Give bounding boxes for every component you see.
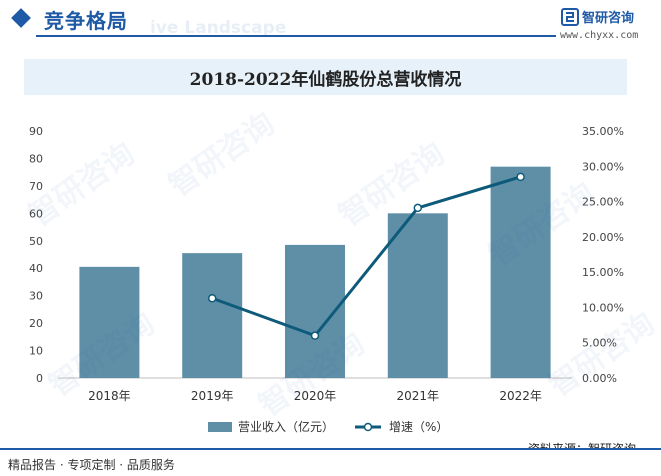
y-right-tick-label: 30.00% bbox=[582, 160, 624, 173]
brand-url: www.chyxx.com bbox=[560, 30, 639, 41]
header: 竞争格局 智研咨询 www.chyxx.com bbox=[0, 0, 661, 44]
legend-line-marker bbox=[363, 422, 373, 432]
legend-line-label: 增速（%） bbox=[389, 420, 448, 434]
y-right-tick-label: 0.00% bbox=[582, 372, 617, 385]
x-tick-label: 2019年 bbox=[191, 389, 234, 403]
x-tick-label: 2020年 bbox=[294, 389, 337, 403]
y-left-tick-label: 80 bbox=[29, 152, 43, 165]
y-left-tick-label: 70 bbox=[29, 180, 43, 193]
y-left-tick-label: 40 bbox=[29, 262, 43, 275]
bar-2018年 bbox=[79, 266, 140, 378]
bar-2021年 bbox=[387, 213, 448, 378]
y-left-tick-label: 0 bbox=[36, 372, 43, 385]
chart-title: 2018-2022年仙鹤股份总营收情况 bbox=[189, 69, 462, 90]
bar-2019年 bbox=[182, 253, 243, 378]
y-left-tick-label: 20 bbox=[29, 317, 43, 330]
growth-point-2022年 bbox=[516, 172, 525, 182]
y-right-tick-label: 5.00% bbox=[582, 337, 617, 350]
y-left-tick-label: 30 bbox=[29, 290, 43, 303]
y-right-tick-label: 25.00% bbox=[582, 196, 624, 209]
section-title: 竞争格局 bbox=[44, 9, 128, 33]
growth-point-2019年 bbox=[207, 294, 217, 303]
footer: 精品报告 · 专项定制 · 品质服务 bbox=[0, 448, 661, 476]
x-tick-label: 2022年 bbox=[499, 389, 542, 403]
bar-2022年 bbox=[490, 166, 551, 378]
y-left-tick-label: 60 bbox=[29, 207, 43, 220]
y-left-tick-label: 10 bbox=[29, 345, 43, 358]
growth-point-2020年 bbox=[310, 331, 320, 340]
footer-divider bbox=[0, 448, 661, 450]
x-tick-label: 2021年 bbox=[397, 389, 440, 403]
brand-logo-icon bbox=[561, 8, 579, 26]
legend-bar-swatch bbox=[208, 422, 232, 432]
footer-slogan: 精品报告 · 专项定制 · 品质服务 bbox=[8, 458, 175, 472]
y-right-tick-label: 15.00% bbox=[582, 266, 624, 279]
y-right-tick-label: 10.00% bbox=[582, 301, 624, 314]
y-left-tick-label: 50 bbox=[29, 235, 43, 248]
diamond-icon bbox=[11, 8, 31, 28]
x-tick-label: 2018年 bbox=[88, 389, 131, 403]
brand-name: 智研咨询 bbox=[582, 11, 635, 26]
chart-title-bar: 2018-2022年仙鹤股份总营收情况 bbox=[24, 59, 627, 95]
header-divider bbox=[36, 35, 556, 37]
y-right-tick-label: 20.00% bbox=[582, 231, 624, 244]
y-left-tick-label: 90 bbox=[29, 125, 43, 138]
growth-point-2021年 bbox=[413, 203, 423, 213]
legend-bar-label: 营业收入（亿元） bbox=[238, 419, 334, 434]
y-right-tick-label: 35.00% bbox=[582, 125, 624, 138]
revenue-chart: 0 10 20 30 40 50 60 70 80 90 0.00% 5.00% 10.00% 15.00… bbox=[29, 125, 624, 434]
growth-line bbox=[211, 175, 522, 338]
